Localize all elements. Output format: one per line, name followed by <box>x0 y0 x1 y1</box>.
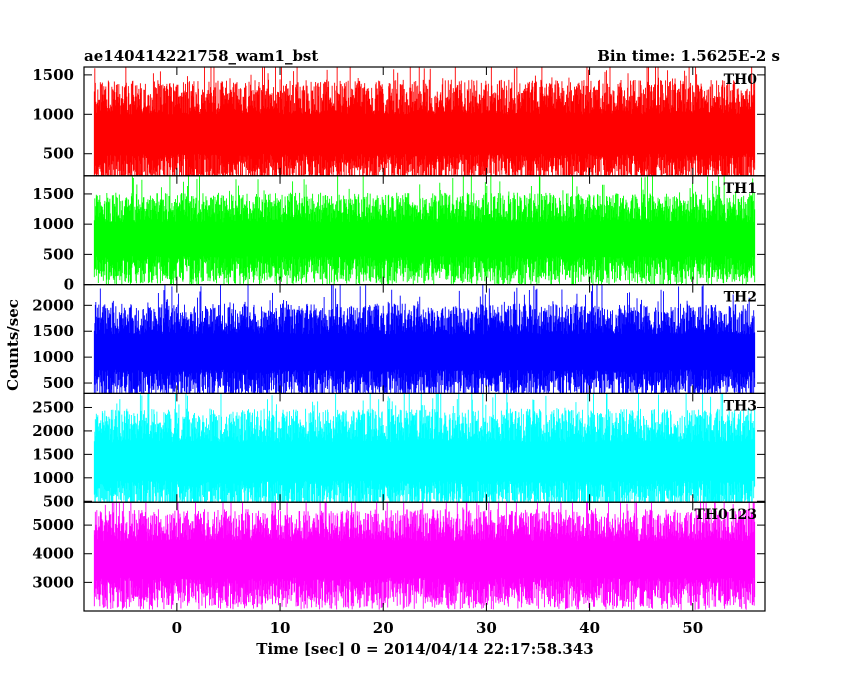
y-tick-label: 1500 <box>32 322 74 340</box>
y-tick-label: 2000 <box>32 296 74 314</box>
y-tick-label: 500 <box>43 492 74 510</box>
x-tick-label: 50 <box>682 619 703 637</box>
y-tick-label: 1000 <box>32 215 74 233</box>
y-tick-label: 1000 <box>32 105 74 123</box>
y-tick-label: 5000 <box>32 516 74 534</box>
panel-label-th1: TH1 <box>724 181 757 197</box>
x-tick-label: 10 <box>270 619 291 637</box>
series-th2 <box>93 284 756 394</box>
panel-label-th0123: TH0123 <box>694 507 757 523</box>
y-tick-label: 1000 <box>32 469 74 487</box>
y-axis-label: Counts/sec <box>4 299 22 391</box>
series-th1 <box>93 175 756 285</box>
y-tick-label: 1500 <box>32 185 74 203</box>
y-tick-label: 500 <box>43 245 74 263</box>
y-tick-label: 1000 <box>32 348 74 366</box>
x-tick-label: 0 <box>172 619 182 637</box>
x-tick-label: 20 <box>373 619 394 637</box>
y-tick-label: 1500 <box>32 445 74 463</box>
y-tick-label: 500 <box>43 145 74 163</box>
series-th0123 <box>93 502 756 610</box>
series-th0 <box>93 67 756 176</box>
y-tick-label: 2500 <box>32 398 74 416</box>
panel-label-th2: TH2 <box>724 290 757 306</box>
y-tick-label: 1500 <box>32 66 74 84</box>
series-th3 <box>93 393 756 503</box>
panel-label-th0: TH0 <box>724 72 758 88</box>
y-tick-label: 2000 <box>32 422 74 440</box>
y-tick-label: 0 <box>64 276 74 294</box>
x-axis-label: Time [sec] 0 = 2014/04/14 22:17:58.343 <box>256 640 593 658</box>
x-tick-label: 30 <box>476 619 497 637</box>
bin-time-label: Bin time: 1.5625E-2 s <box>597 47 780 65</box>
chart-title: ae140414221758_wam1_bst <box>84 47 318 65</box>
x-tick-label: 40 <box>579 619 600 637</box>
panel-frame-th0123 <box>83 501 766 612</box>
panel-label-th3: TH3 <box>724 398 757 414</box>
y-tick-label: 3000 <box>32 573 74 591</box>
y-tick-label: 500 <box>43 374 74 392</box>
y-tick-label: 4000 <box>32 545 74 563</box>
